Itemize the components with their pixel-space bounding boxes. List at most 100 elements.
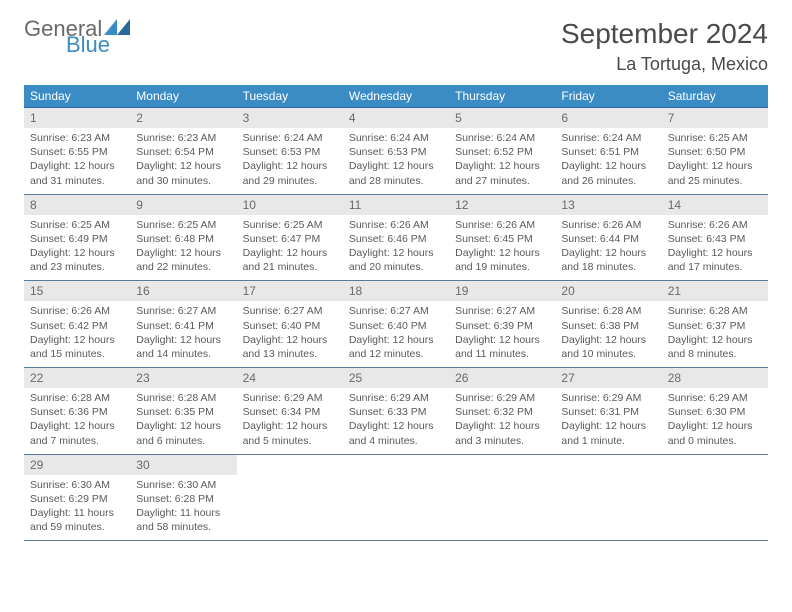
daylight-text: Daylight: 12 hours and 31 minutes. [30, 159, 124, 187]
day-number: 13 [555, 194, 661, 215]
day-cell: Sunrise: 6:23 AMSunset: 6:54 PMDaylight:… [130, 128, 236, 194]
data-row: Sunrise: 6:26 AMSunset: 6:42 PMDaylight:… [24, 301, 768, 367]
day-number: 6 [555, 108, 661, 129]
day-number: 9 [130, 194, 236, 215]
daylight-text: Daylight: 12 hours and 11 minutes. [455, 333, 549, 361]
daylight-text: Daylight: 12 hours and 13 minutes. [243, 333, 337, 361]
daylight-text: Daylight: 12 hours and 1 minute. [561, 419, 655, 447]
header: General Blue September 2024 La Tortuga, … [24, 18, 768, 75]
sunset-text: Sunset: 6:33 PM [349, 405, 443, 419]
sunrise-text: Sunrise: 6:29 AM [455, 391, 549, 405]
daylight-text: Daylight: 12 hours and 7 minutes. [30, 419, 124, 447]
day-cell: Sunrise: 6:24 AMSunset: 6:53 PMDaylight:… [237, 128, 343, 194]
sunrise-text: Sunrise: 6:24 AM [455, 131, 549, 145]
day-cell [449, 475, 555, 541]
sunrise-text: Sunrise: 6:25 AM [136, 218, 230, 232]
day-cell: Sunrise: 6:27 AMSunset: 6:40 PMDaylight:… [237, 301, 343, 367]
daynum-row: 15161718192021 [24, 281, 768, 302]
day-header: Tuesday [237, 85, 343, 108]
day-number: 23 [130, 368, 236, 389]
sunrise-text: Sunrise: 6:25 AM [243, 218, 337, 232]
day-cell: Sunrise: 6:29 AMSunset: 6:32 PMDaylight:… [449, 388, 555, 454]
daylight-text: Daylight: 12 hours and 26 minutes. [561, 159, 655, 187]
day-cell: Sunrise: 6:24 AMSunset: 6:51 PMDaylight:… [555, 128, 661, 194]
sunset-text: Sunset: 6:50 PM [668, 145, 762, 159]
sunrise-text: Sunrise: 6:28 AM [136, 391, 230, 405]
calendar-table: Sunday Monday Tuesday Wednesday Thursday… [24, 85, 768, 541]
daylight-text: Daylight: 12 hours and 23 minutes. [30, 246, 124, 274]
day-number: 14 [662, 194, 768, 215]
sunset-text: Sunset: 6:47 PM [243, 232, 337, 246]
day-cell: Sunrise: 6:28 AMSunset: 6:35 PMDaylight:… [130, 388, 236, 454]
daylight-text: Daylight: 12 hours and 14 minutes. [136, 333, 230, 361]
sunrise-text: Sunrise: 6:30 AM [136, 478, 230, 492]
sunrise-text: Sunrise: 6:28 AM [561, 304, 655, 318]
day-cell: Sunrise: 6:26 AMSunset: 6:45 PMDaylight:… [449, 215, 555, 281]
day-cell: Sunrise: 6:30 AMSunset: 6:29 PMDaylight:… [24, 475, 130, 541]
sunset-text: Sunset: 6:51 PM [561, 145, 655, 159]
sunrise-text: Sunrise: 6:28 AM [668, 304, 762, 318]
sunrise-text: Sunrise: 6:23 AM [136, 131, 230, 145]
day-cell: Sunrise: 6:26 AMSunset: 6:46 PMDaylight:… [343, 215, 449, 281]
day-cell [343, 475, 449, 541]
day-header: Wednesday [343, 85, 449, 108]
month-title: September 2024 [561, 18, 768, 50]
sunset-text: Sunset: 6:54 PM [136, 145, 230, 159]
day-number: 22 [24, 368, 130, 389]
day-number: 7 [662, 108, 768, 129]
day-number [237, 454, 343, 475]
day-number: 29 [24, 454, 130, 475]
sunrise-text: Sunrise: 6:26 AM [668, 218, 762, 232]
sunrise-text: Sunrise: 6:26 AM [30, 304, 124, 318]
day-number: 3 [237, 108, 343, 129]
sunset-text: Sunset: 6:39 PM [455, 319, 549, 333]
daylight-text: Daylight: 12 hours and 19 minutes. [455, 246, 549, 274]
day-cell: Sunrise: 6:25 AMSunset: 6:48 PMDaylight:… [130, 215, 236, 281]
sunrise-text: Sunrise: 6:24 AM [561, 131, 655, 145]
sunrise-text: Sunrise: 6:29 AM [243, 391, 337, 405]
sunset-text: Sunset: 6:53 PM [349, 145, 443, 159]
sunset-text: Sunset: 6:43 PM [668, 232, 762, 246]
daylight-text: Daylight: 12 hours and 4 minutes. [349, 419, 443, 447]
day-number: 17 [237, 281, 343, 302]
sunrise-text: Sunrise: 6:27 AM [136, 304, 230, 318]
sunrise-text: Sunrise: 6:26 AM [349, 218, 443, 232]
day-number: 30 [130, 454, 236, 475]
day-number: 28 [662, 368, 768, 389]
sunset-text: Sunset: 6:35 PM [136, 405, 230, 419]
sunset-text: Sunset: 6:40 PM [243, 319, 337, 333]
day-cell: Sunrise: 6:25 AMSunset: 6:50 PMDaylight:… [662, 128, 768, 194]
sunset-text: Sunset: 6:45 PM [455, 232, 549, 246]
daylight-text: Daylight: 12 hours and 18 minutes. [561, 246, 655, 274]
sunset-text: Sunset: 6:41 PM [136, 319, 230, 333]
day-number: 4 [343, 108, 449, 129]
sunrise-text: Sunrise: 6:25 AM [30, 218, 124, 232]
day-cell [555, 475, 661, 541]
sunrise-text: Sunrise: 6:24 AM [243, 131, 337, 145]
sunset-text: Sunset: 6:49 PM [30, 232, 124, 246]
sunset-text: Sunset: 6:53 PM [243, 145, 337, 159]
day-number: 12 [449, 194, 555, 215]
data-row: Sunrise: 6:23 AMSunset: 6:55 PMDaylight:… [24, 128, 768, 194]
day-number: 19 [449, 281, 555, 302]
daylight-text: Daylight: 12 hours and 21 minutes. [243, 246, 337, 274]
day-cell: Sunrise: 6:26 AMSunset: 6:44 PMDaylight:… [555, 215, 661, 281]
day-number: 2 [130, 108, 236, 129]
day-cell: Sunrise: 6:26 AMSunset: 6:43 PMDaylight:… [662, 215, 768, 281]
sunset-text: Sunset: 6:48 PM [136, 232, 230, 246]
daylight-text: Daylight: 12 hours and 12 minutes. [349, 333, 443, 361]
daylight-text: Daylight: 12 hours and 28 minutes. [349, 159, 443, 187]
day-number: 11 [343, 194, 449, 215]
sunrise-text: Sunrise: 6:29 AM [668, 391, 762, 405]
day-number: 27 [555, 368, 661, 389]
day-number: 25 [343, 368, 449, 389]
day-cell: Sunrise: 6:28 AMSunset: 6:37 PMDaylight:… [662, 301, 768, 367]
day-header: Monday [130, 85, 236, 108]
daynum-row: 891011121314 [24, 194, 768, 215]
day-cell: Sunrise: 6:27 AMSunset: 6:41 PMDaylight:… [130, 301, 236, 367]
day-number: 5 [449, 108, 555, 129]
day-number [662, 454, 768, 475]
day-number [555, 454, 661, 475]
day-number: 16 [130, 281, 236, 302]
sunset-text: Sunset: 6:46 PM [349, 232, 443, 246]
